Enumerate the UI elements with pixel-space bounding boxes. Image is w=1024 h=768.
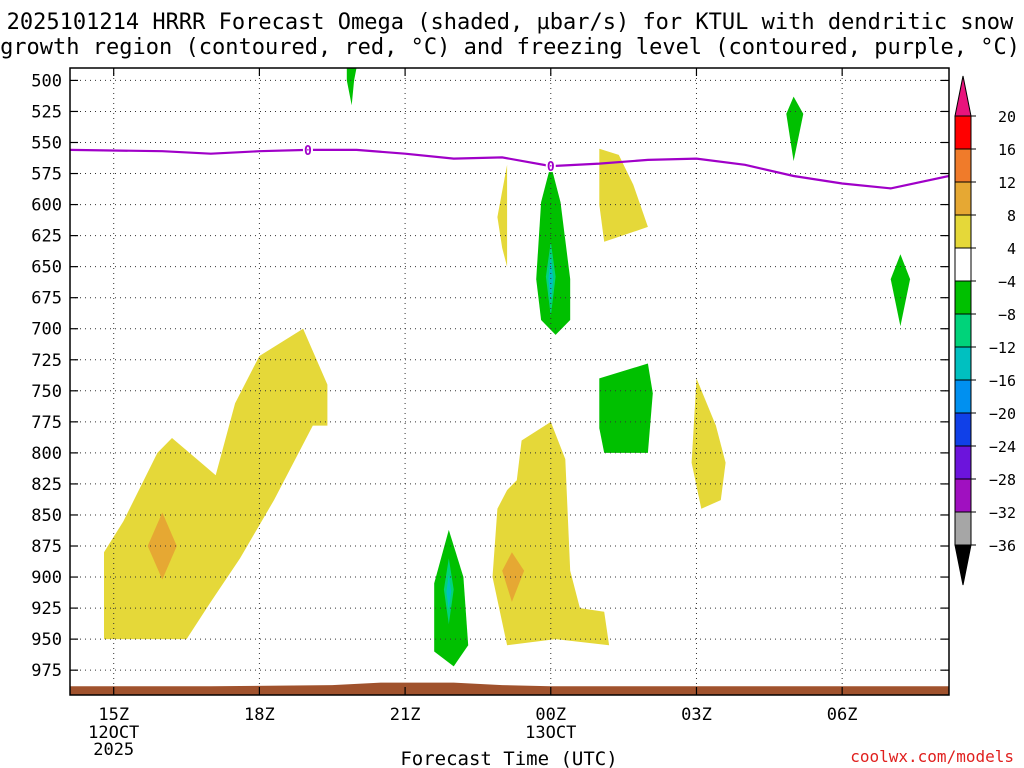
y-tick-label-725: 725 [31, 351, 62, 371]
y-tick-label-900: 900 [31, 568, 62, 588]
omega-region-7 [536, 164, 571, 335]
y-tick-label-800: 800 [31, 444, 62, 464]
colorbar-label-0: 20 [998, 108, 1016, 126]
x-tick-label-15Z: 15Z [98, 705, 129, 725]
colorbar-swatch-12 [954, 511, 972, 546]
omega-colorbar: 20 16 12 8 4 −4 −8 −12 −16 −20 −24 −28 −32 −36 [954, 75, 1016, 586]
y-tick-label-700: 700 [31, 320, 62, 340]
colorbar-swatch-5 [954, 280, 972, 315]
x-tick-label-00Z: 00Z [535, 705, 566, 725]
y-tick-label-775: 775 [31, 413, 62, 433]
colorbar-label-9: −20 [989, 405, 1016, 423]
omega-region-16 [890, 254, 911, 327]
colorbar-label-11: −28 [989, 471, 1016, 489]
colorbar-swatch-10 [954, 445, 972, 480]
colorbar-swatch-6 [954, 313, 972, 348]
colorbar-swatch-8 [954, 379, 972, 414]
colorbar-swatch-2 [954, 181, 972, 216]
colorbar-label-10: −24 [989, 438, 1016, 456]
y-tick-label-825: 825 [31, 475, 62, 495]
colorbar-label-5: −4 [998, 273, 1016, 291]
freezing-level-label-1: 0 [547, 160, 555, 175]
colorbar-label-4: 4 [1007, 240, 1016, 258]
y-tick-label-600: 600 [31, 196, 62, 216]
omega-region-3 [502, 552, 525, 602]
colorbar-swatch-4 [954, 247, 972, 282]
colorbar-label-8: −16 [989, 372, 1016, 390]
y-tick-label-650: 650 [31, 258, 62, 278]
freezing-level-layer: 00 [70, 142, 949, 190]
freezing-level-label-0: 0 [304, 144, 312, 159]
colorbar-swatch-3 [954, 214, 972, 249]
omega-region-15 [786, 96, 804, 162]
colorbar-label-2: 12 [998, 174, 1016, 192]
omega-region-5 [599, 148, 648, 242]
terrain-fill [70, 682, 949, 695]
y-tick-label-675: 675 [31, 289, 62, 309]
chart-title-line-2: growth region (contoured, red, °C) and f… [0, 35, 1020, 60]
colorbar-label-13: −36 [989, 537, 1016, 555]
x-date-label-00Z-0: 13OCT [525, 723, 576, 743]
y-tick-label-550: 550 [31, 133, 62, 153]
colorbar-label-12: −32 [989, 504, 1016, 522]
colorbar-label-6: −8 [998, 306, 1016, 324]
omega-region-14 [346, 68, 357, 106]
chart-title-line-1: 2025101214 HRRR Forecast Omega (shaded, … [7, 10, 1014, 35]
y-tick-label-850: 850 [31, 506, 62, 526]
colorbar-swatch-9 [954, 412, 972, 447]
credit-text: coolwx.com/models [850, 747, 1014, 766]
colorbar-swatch-1 [954, 148, 972, 183]
colorbar-swatch-0 [954, 115, 972, 150]
omega-region-9 [548, 254, 554, 304]
y-tick-label-975: 975 [31, 661, 62, 681]
x-tick-label-18Z: 18Z [244, 705, 275, 725]
x-tick-label-03Z: 03Z [681, 705, 712, 725]
freezing-level-line [70, 148, 949, 190]
omega-region-13 [599, 363, 653, 453]
colorbar-top-arrow [954, 75, 972, 117]
y-tick-label-925: 925 [31, 599, 62, 619]
y-tick-label-525: 525 [31, 102, 62, 122]
y-tick-label-625: 625 [31, 227, 62, 247]
pressure-axis: 500 525 550 575 600 625 650 675 700 725 750 775 800 8… [31, 71, 949, 681]
colorbar-swatch-11 [954, 478, 972, 513]
y-tick-label-950: 950 [31, 630, 62, 650]
omega-region-4 [497, 164, 508, 267]
x-date-label-15Z-0: 12OCT [88, 723, 139, 743]
y-tick-label-575: 575 [31, 165, 62, 185]
x-date-label-15Z-1: 2025 [93, 740, 134, 760]
y-tick-label-750: 750 [31, 382, 62, 402]
colorbar-bottom-arrow [954, 544, 972, 586]
colorbar-label-3: 8 [1007, 207, 1016, 225]
omega-region-1 [147, 512, 177, 580]
freezing-label-bg-0 [302, 142, 313, 156]
terrain-layer [70, 682, 949, 695]
omega-region-12 [446, 574, 452, 610]
x-tick-label-06Z: 06Z [827, 705, 858, 725]
y-tick-label-500: 500 [31, 71, 62, 91]
colorbar-label-1: 16 [998, 141, 1016, 159]
colorbar-swatch-7 [954, 346, 972, 381]
y-tick-label-875: 875 [31, 537, 62, 557]
omega-region-6 [691, 378, 726, 509]
x-tick-label-21Z: 21Z [390, 705, 421, 725]
freezing-label-bg-1 [545, 159, 556, 173]
x-axis-label: Forecast Time (UTC) [400, 748, 617, 768]
plot-frame [69, 67, 950, 696]
colorbar-label-7: −12 [989, 339, 1016, 357]
